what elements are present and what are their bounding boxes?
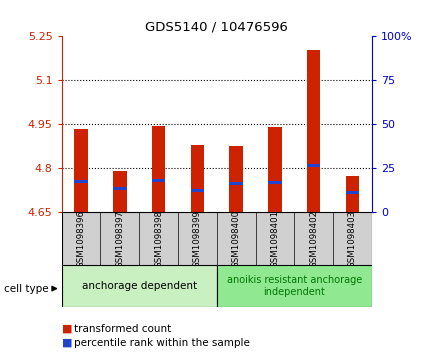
Text: anoikis resistant anchorage
independent: anoikis resistant anchorage independent <box>227 275 362 297</box>
Bar <box>74 180 88 183</box>
Text: GSM1098399: GSM1098399 <box>193 210 202 268</box>
Bar <box>190 189 204 192</box>
Bar <box>152 126 165 212</box>
Text: GSM1098397: GSM1098397 <box>115 210 124 268</box>
Text: GSM1098403: GSM1098403 <box>348 209 357 268</box>
Text: percentile rank within the sample: percentile rank within the sample <box>74 338 250 348</box>
Bar <box>268 127 282 212</box>
Bar <box>307 164 320 167</box>
Bar <box>62 265 217 307</box>
Bar <box>346 176 359 212</box>
Bar <box>268 181 282 184</box>
Text: GSM1098401: GSM1098401 <box>270 209 279 268</box>
Bar <box>113 171 127 212</box>
Text: GSM1098398: GSM1098398 <box>154 210 163 268</box>
Text: GSM1098396: GSM1098396 <box>76 210 85 268</box>
Bar <box>307 49 320 212</box>
Bar <box>190 145 204 212</box>
Text: anchorage dependent: anchorage dependent <box>82 281 197 291</box>
Bar <box>346 191 359 194</box>
Text: GSM1098402: GSM1098402 <box>309 209 318 268</box>
Bar <box>230 146 243 212</box>
Bar <box>230 182 243 185</box>
Title: GDS5140 / 10476596: GDS5140 / 10476596 <box>145 21 288 34</box>
Bar <box>152 179 165 182</box>
Text: ■: ■ <box>62 338 72 348</box>
Text: GSM1098400: GSM1098400 <box>232 209 241 268</box>
Bar <box>113 187 127 190</box>
Bar <box>74 129 88 212</box>
Text: transformed count: transformed count <box>74 323 172 334</box>
Text: cell type: cell type <box>4 284 49 294</box>
Text: ■: ■ <box>62 323 72 334</box>
Bar <box>217 265 372 307</box>
